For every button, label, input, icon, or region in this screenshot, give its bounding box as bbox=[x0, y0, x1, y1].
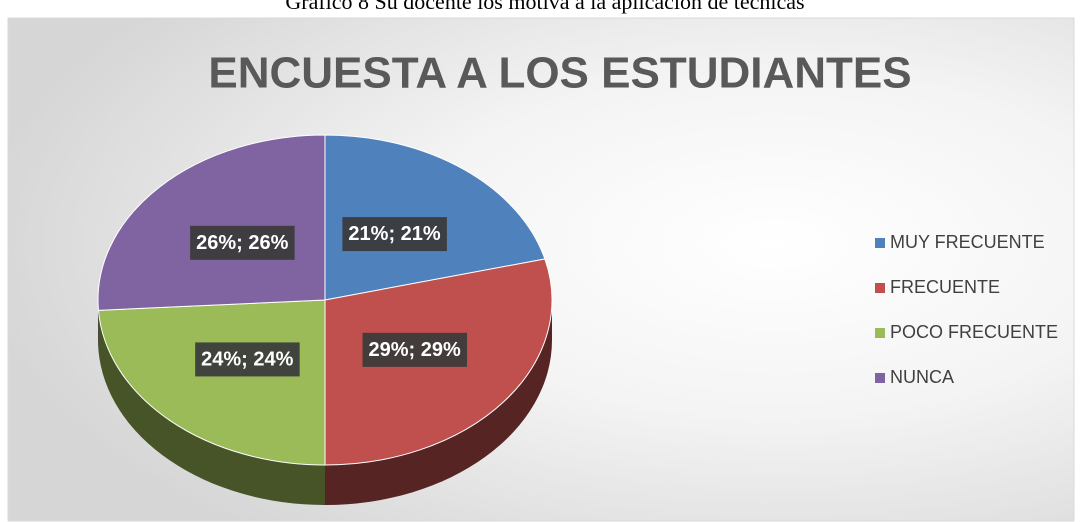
data-label: 29%; 29% bbox=[369, 339, 461, 361]
legend-swatch bbox=[875, 328, 885, 338]
data-label: 21%; 21% bbox=[348, 223, 440, 245]
slice-side bbox=[325, 300, 552, 505]
slice bbox=[97, 134, 326, 311]
data-label-box bbox=[190, 225, 295, 260]
data-label: 24%; 24% bbox=[201, 348, 293, 370]
legend-label: MUY FRECUENTE bbox=[890, 232, 1045, 252]
slice bbox=[97, 299, 326, 466]
data-label-box bbox=[195, 342, 300, 377]
chart-title: ENCUESTA A LOS ESTUDIANTES bbox=[208, 49, 911, 98]
data-label-box bbox=[362, 332, 468, 367]
legend-swatch bbox=[875, 238, 885, 248]
legend-label: NUNCA bbox=[890, 367, 954, 387]
data-label-box bbox=[342, 217, 447, 252]
legend-label: POCO FRECUENTE bbox=[890, 322, 1058, 342]
slice-side bbox=[98, 310, 325, 505]
caption: Gráfico 8 Su docente los motiva a la apl… bbox=[285, 0, 804, 14]
legend-swatch bbox=[875, 373, 885, 383]
legend-label: FRECUENTE bbox=[890, 277, 1000, 297]
legend-swatch bbox=[875, 283, 885, 293]
data-label: 26%; 26% bbox=[196, 232, 288, 254]
